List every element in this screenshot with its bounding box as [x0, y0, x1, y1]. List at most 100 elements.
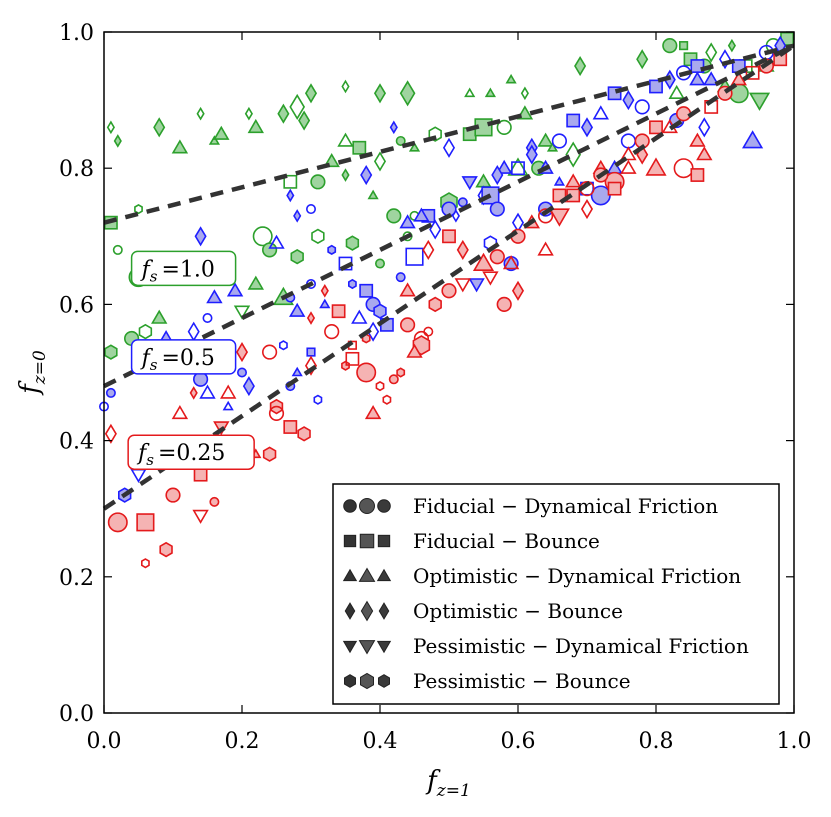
data-point-diamond [194, 226, 207, 247]
data-point-triangle [496, 159, 513, 174]
legend-marker-triangle [376, 568, 392, 582]
line-label: fs =0.25 [136, 441, 225, 469]
data-point-triangle [553, 175, 565, 186]
data-point-diamond [622, 90, 635, 111]
legend-marker-triangle [342, 568, 358, 582]
legend: Fiducial − Dynamical Friction Fiducial − … [332, 483, 780, 705]
data-point-circle [356, 362, 377, 383]
data-point-circle [237, 367, 248, 378]
data-point-diamond [442, 137, 456, 158]
data-point-diamond [636, 49, 649, 70]
data-point-diamond [293, 209, 302, 223]
data-point-diamond [304, 355, 318, 376]
y-tick-label: 0.6 [59, 293, 94, 318]
reference-line [102, 43, 796, 511]
y-tick-label: 0.2 [59, 566, 94, 591]
data-point-circle [457, 197, 468, 208]
data-point-circle [252, 226, 273, 247]
data-point-square [193, 467, 208, 482]
data-point-square [649, 120, 663, 135]
data-point-triangle [592, 105, 609, 120]
data-point-tri-down [233, 305, 251, 320]
data-point-triangle [668, 84, 685, 99]
data-point-hexagon [313, 394, 323, 405]
data-point-triangle [367, 189, 379, 200]
data-point-diamond [113, 134, 122, 148]
data-point-circle [496, 119, 512, 135]
data-point-square [359, 283, 374, 298]
data-point-square [283, 420, 298, 434]
data-point-circle [489, 249, 505, 265]
data-point-tri-down [192, 509, 209, 524]
data-point-square [136, 513, 155, 532]
data-point-diamond [525, 144, 538, 165]
data-point-triangle [502, 255, 520, 270]
data-point-square [306, 347, 316, 357]
data-point-square [283, 174, 298, 189]
line-label: fs =1.0 [140, 257, 215, 285]
legend-marker-circle [343, 499, 357, 513]
data-point-hexagon [134, 203, 143, 215]
data-point-diamond [104, 423, 117, 444]
x-tick-label: 0.6 [501, 729, 536, 754]
data-point-square [331, 304, 346, 319]
data-point-circle [634, 99, 650, 115]
data-point-diamond [286, 188, 295, 203]
legend-marker-hexagon [378, 674, 390, 688]
data-point-circle [107, 512, 128, 533]
legend-marker-tri-down [358, 640, 376, 655]
y-tick-label: 1.0 [59, 21, 94, 46]
data-point-square [405, 247, 424, 266]
data-point-triangle [208, 135, 220, 145]
legend-label: Pessimistic − Bounce [413, 669, 631, 693]
data-point-circle [400, 317, 416, 333]
x-tick-label: 0.0 [87, 729, 122, 754]
data-point-diamond [491, 164, 504, 186]
line-label-sub: s [150, 267, 158, 285]
data-point-triangle [319, 298, 331, 309]
data-point-circle [262, 344, 278, 360]
data-point-diamond [451, 209, 460, 223]
data-point-diamond [277, 103, 290, 124]
x-tick-label: 0.2 [225, 729, 260, 754]
y-tick-label: 0.4 [59, 430, 94, 455]
line-label-value: =0.5 [161, 346, 214, 371]
line-label-box [130, 250, 237, 287]
x-tick-label: 0.4 [363, 729, 398, 754]
x-tick-label: 1.0 [777, 729, 812, 754]
data-point-triangle [151, 309, 168, 324]
data-point-triangle [399, 214, 416, 229]
data-point-circle [105, 387, 116, 398]
data-point-triangle [484, 87, 496, 98]
line-label-sub: s [150, 356, 158, 374]
data-point-diamond [698, 117, 711, 138]
data-point-triangle [742, 130, 764, 149]
data-point-diamond [244, 106, 253, 121]
data-point-triangle [289, 302, 306, 317]
legend-marker-square [343, 534, 357, 548]
data-point-circle [165, 487, 181, 503]
data-point-hexagon [428, 296, 442, 313]
data-point-triangle [703, 71, 720, 86]
line-label: fs =0.5 [140, 346, 215, 374]
data-point-hexagon [297, 426, 311, 442]
y-tick-label: 0.8 [59, 157, 94, 182]
data-point-circle [388, 374, 399, 385]
data-point-circle [496, 296, 512, 313]
line-label-value: =1.0 [161, 257, 214, 282]
data-point-diamond [153, 117, 166, 138]
data-point-triangle [351, 309, 368, 324]
data-point-square [649, 79, 663, 94]
data-point-circle [537, 208, 554, 224]
data-point-diamond [306, 311, 316, 325]
data-point-diamond [320, 283, 329, 298]
data-point-diamond [705, 42, 718, 63]
data-point-circle [374, 258, 385, 269]
data-point-square [690, 168, 705, 182]
data-point-hexagon [141, 558, 150, 569]
data-point-diamond [580, 199, 594, 220]
data-point-triangle [505, 73, 517, 84]
data-point-triangle [537, 241, 554, 256]
data-point-hexagon [347, 278, 357, 290]
